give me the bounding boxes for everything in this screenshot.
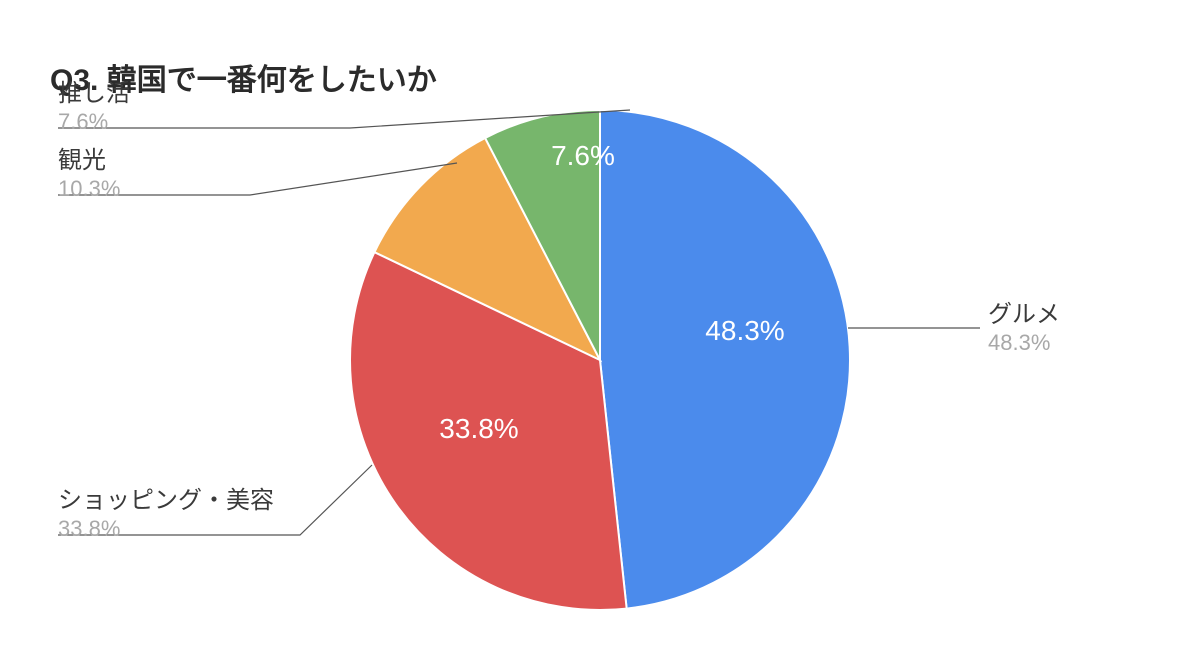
callout-pct: 48.3% [988,330,1050,355]
pie-slice [600,110,850,609]
pie-chart: 48.3%グルメ48.3%33.8%ショッピング・美容33.8%観光10.3%7… [0,0,1200,654]
callout-pct: 10.3% [58,176,120,201]
callout-label: ショッピング・美容 [58,487,274,514]
callout-label: グルメ [988,301,1060,328]
callout-pct: 33.8% [58,516,120,541]
callout-label: 観光 [58,147,106,174]
slice-pct-label: 7.6% [551,140,615,171]
pie-slices [350,110,850,610]
callout-label: 推し活 [58,80,130,107]
callout-pct: 7.6% [58,109,108,134]
slice-pct-label: 33.8% [439,413,518,444]
slice-pct-label: 48.3% [705,315,784,346]
